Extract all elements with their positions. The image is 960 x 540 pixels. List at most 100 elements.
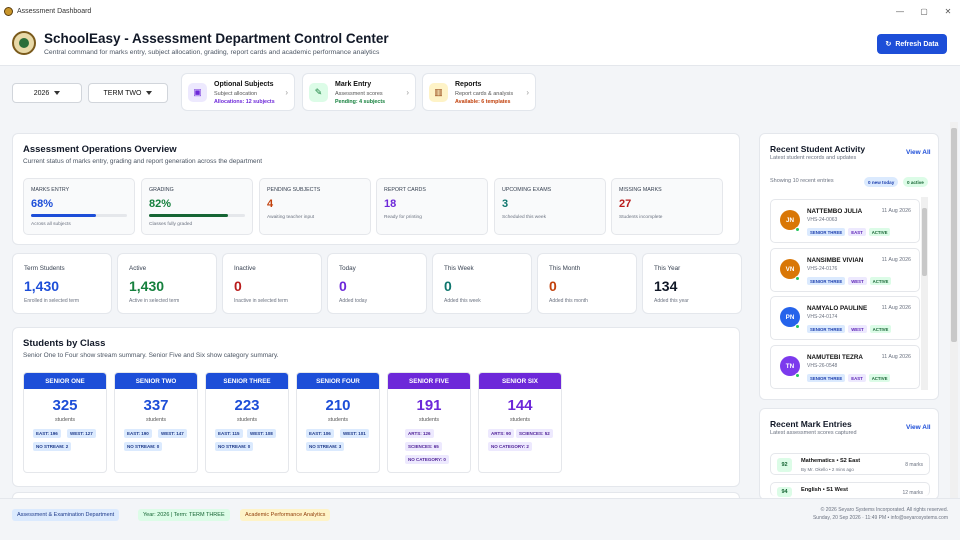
students-label: students — [418, 417, 440, 423]
category-tag: ARTS: 90 — [488, 429, 515, 438]
quick-card-optional-subjects[interactable]: ▣ Optional Subjects Subject allocation A… — [181, 73, 295, 111]
student-card[interactable]: PN NAMYALO PAULINE VHS-24-0174 11 Aug 20… — [770, 296, 920, 340]
stat-card-active[interactable]: Active 1,430 Active in selected term — [117, 253, 217, 314]
year-value: 2026 — [33, 89, 50, 97]
refresh-label: Refresh Data — [895, 40, 939, 48]
overview-card-report-cards[interactable]: REPORT CARDS 18 Ready for printing — [376, 178, 488, 235]
student-id: VHS-26-0548 — [807, 363, 838, 369]
quick-card-reports[interactable]: ▥ Reports Report cards & analysis Availa… — [422, 73, 536, 111]
overview-card-upcoming-exams[interactable]: UPCOMING EXAMS 3 Scheduled this week — [494, 178, 606, 235]
students-label: students — [509, 417, 531, 423]
allocation-icon: ▣ — [188, 83, 207, 102]
quick-card-footer: Available: 6 templates — [455, 99, 511, 105]
overview-card-grading[interactable]: GRADING 82% Classes fully graded — [141, 178, 253, 235]
refresh-icon: ↻ — [885, 41, 892, 48]
quick-card-footer: Allocations: 12 subjects — [214, 99, 275, 105]
students-label: students — [327, 417, 349, 423]
stat-card-inactive[interactable]: Inactive 0 Inactive in selected term — [222, 253, 322, 314]
student-id: VHS-24-0176 — [807, 266, 838, 272]
avatar: VN — [780, 259, 800, 279]
card-value: 18 — [384, 198, 397, 210]
stat-note: Active in selected term — [129, 298, 180, 304]
quick-card-subtitle: Subject allocation — [214, 91, 258, 97]
year-select[interactable]: 2026 — [12, 83, 82, 103]
card-value: 82% — [149, 198, 172, 210]
class-tag: SENIOR THREE — [807, 374, 846, 382]
stream-tag: WEST — [848, 325, 867, 333]
student-id: VHS-24-0063 — [807, 217, 838, 223]
category-tag: SCIENCES: 52 — [516, 429, 553, 438]
class-card-senior-three[interactable]: SENIOR THREE 223 students EAST: 115 WEST… — [205, 372, 289, 473]
stream-tag: EAST: 190 — [124, 429, 152, 438]
class-count: 210 — [325, 397, 351, 414]
card-value: 68% — [31, 198, 54, 210]
overview-card-pending-subjects[interactable]: PENDING SUBJECTS 4 Awaiting teacher inpu… — [259, 178, 371, 235]
stat-label: Today — [339, 265, 356, 272]
student-card[interactable]: VN NANSIMBE VIVIAN VHS-24-0176 11 Aug 20… — [770, 248, 920, 292]
class-card-senior-one[interactable]: SENIOR ONE 325 students EAST: 196 WEST: … — [23, 372, 107, 473]
card-value: 27 — [619, 198, 632, 210]
stat-card-this-week[interactable]: This Week 0 Added this week — [432, 253, 532, 314]
mark-entry-row[interactable]: 94 English • S1 West 12 marks — [770, 482, 930, 497]
stat-label: This Week — [444, 265, 474, 272]
pen-icon: ✎ — [309, 83, 328, 102]
activity-title: Recent Student Activity — [770, 144, 866, 154]
card-note: Awaiting teacher input — [267, 215, 315, 220]
close-icon[interactable]: ✕ — [944, 6, 952, 16]
next-panel — [12, 492, 740, 502]
status-badge: ACTIVE — [868, 228, 891, 236]
online-status-icon — [795, 373, 800, 378]
class-count: 223 — [234, 397, 260, 414]
student-tags: SENIOR THREE WEST ACTIVE — [807, 325, 892, 333]
classes-title: Students by Class — [23, 338, 106, 349]
stat-card-this-month[interactable]: This Month 0 Added this month — [537, 253, 637, 314]
quick-card-footer: Pending: 4 subjects — [335, 99, 386, 105]
refresh-data-button[interactable]: ↻ Refresh Data — [877, 34, 947, 54]
student-card[interactable]: TN NAMUTEBI TEZRA VHS-26-0548 11 Aug 202… — [770, 345, 920, 389]
class-card-senior-six[interactable]: SENIOR SIX 144 students ARTS: 90 SCIENCE… — [478, 372, 562, 473]
overview-card-marks-entry[interactable]: MARKS ENTRY 68% Across all subjects — [23, 178, 135, 235]
activity-scrollbar-thumb[interactable] — [922, 208, 927, 276]
year-term-chip: Year: 2026 | Term: TERM THREE — [138, 509, 230, 521]
mark-title: English • S1 West — [801, 487, 848, 493]
overview-card-missing-marks[interactable]: MISSING MARKS 27 Students incomplete — [611, 178, 723, 235]
page-header: SchoolEasy - Assessment Department Contr… — [0, 22, 960, 66]
quick-card-subtitle: Report cards & analysis — [455, 91, 514, 97]
main-scrollbar-thumb[interactable] — [951, 128, 957, 342]
marks-view-all-link[interactable]: View All — [906, 424, 931, 431]
student-tags: SENIOR THREE EAST ACTIVE — [807, 374, 891, 382]
student-date: 11 Aug 2026 — [881, 354, 911, 360]
class-card-senior-two[interactable]: SENIOR TWO 337 students EAST: 190 WEST: … — [114, 372, 198, 473]
student-name: NATTEMBO JULIA — [807, 208, 863, 215]
mark-count: 12 marks — [902, 490, 923, 496]
stat-card-this-year[interactable]: This Year 134 Added this year — [642, 253, 742, 314]
class-name: SENIOR FIVE — [388, 373, 470, 389]
stream-tag: NO STREAM: 2 — [33, 442, 72, 451]
maximize-icon[interactable]: ▢ — [920, 6, 928, 16]
student-name: NAMUTEBI TEZRA — [807, 354, 863, 361]
activity-scrollbar[interactable] — [921, 197, 928, 390]
stat-card-today[interactable]: Today 0 Added today — [327, 253, 427, 314]
stat-value: 1,430 — [129, 278, 165, 294]
class-card-senior-five[interactable]: SENIOR FIVE 191 students ARTS: 126 SCIEN… — [387, 372, 471, 473]
stream-tag: WEST: 147 — [158, 429, 187, 438]
stat-value: 0 — [444, 278, 452, 294]
progress-fill — [149, 214, 228, 217]
students-label: students — [236, 417, 258, 423]
mark-entry-row[interactable]: 92 Mathematics • S2 East By Mr. Okello •… — [770, 453, 930, 475]
activity-view-all-link[interactable]: View All — [906, 149, 931, 156]
chevron-down-icon — [146, 91, 153, 95]
minimize-icon[interactable]: — — [896, 6, 904, 16]
stat-card-term-students[interactable]: Term Students 1,430 Enrolled in selected… — [12, 253, 112, 314]
student-name: NANSIMBE VIVIAN — [807, 257, 864, 264]
window-controls: — ▢ ✕ — [888, 0, 960, 22]
class-card-senior-four[interactable]: SENIOR FOUR 210 students EAST: 106 WEST:… — [296, 372, 380, 473]
stream-tag: WEST: 101 — [340, 429, 369, 438]
student-tags: SENIOR THREE EAST ACTIVE — [807, 228, 891, 236]
quick-card-mark-entry[interactable]: ✎ Mark Entry Assessment scores Pending: … — [302, 73, 416, 111]
status-badge: ACTIVE — [868, 374, 891, 382]
term-select[interactable]: TERM TWO — [88, 83, 168, 103]
student-card[interactable]: JN NATTEMBO JULIA VHS-24-0063 11 Aug 202… — [770, 199, 920, 243]
stream-tag: EAST: 196 — [33, 429, 61, 438]
